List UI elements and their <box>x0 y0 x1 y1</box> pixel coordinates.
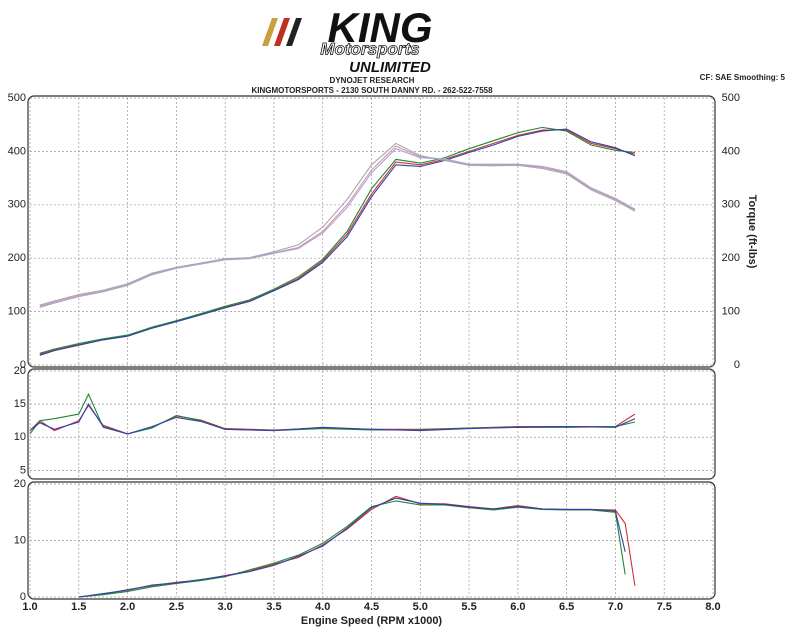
x-tick-label: 2.5 <box>169 601 184 613</box>
x-tick-label: 4.0 <box>315 601 330 613</box>
settings: CF: SAE Smoothing: 5 <box>700 73 786 82</box>
panel-frame <box>27 368 716 480</box>
run-line <box>39 145 636 307</box>
y-tick-label: 5 <box>20 464 26 476</box>
panel-frame <box>27 95 716 368</box>
run-line <box>78 500 626 598</box>
y-tick-label: 20 <box>14 478 26 490</box>
panel-frame <box>27 481 716 600</box>
y-tick-label: 200 <box>8 252 26 264</box>
run-line <box>39 126 635 354</box>
run-line <box>39 148 636 308</box>
x-tick-label: 5.5 <box>461 601 476 613</box>
x-tick-label: 6.5 <box>559 601 574 613</box>
run-line <box>39 128 636 356</box>
x-tick-label: 7.5 <box>657 601 672 613</box>
logo-script: Motorsports <box>320 39 419 58</box>
y-tick-label: 10 <box>14 534 26 546</box>
logo: KING Motorsports UNLIMITED <box>262 4 433 76</box>
y2-tick-label: 500 <box>722 92 740 104</box>
logo-text: KING <box>328 4 433 51</box>
y-tick-label: 500 <box>8 92 26 104</box>
run-line <box>78 495 636 598</box>
run-line <box>39 142 636 306</box>
y2-tick-label: 200 <box>722 252 740 264</box>
y2-tick-label: 300 <box>722 199 740 211</box>
y2-tick-label: 400 <box>722 145 740 157</box>
x-tick-label: 2.0 <box>120 601 135 613</box>
y2-tick-label: 0 <box>734 359 740 371</box>
y-tick-label: 100 <box>8 306 26 318</box>
x-tick-label: 7.0 <box>608 601 623 613</box>
y2-axis-label: Torque (ft-lbs) <box>746 195 758 269</box>
x-tick-label: 4.5 <box>364 601 379 613</box>
address: KINGMOTORSPORTS - 2130 SOUTH DANNY RD. -… <box>251 86 493 95</box>
x-tick-label: 3.5 <box>266 601 281 613</box>
x-axis-label: Engine Speed (RPM x1000) <box>301 615 443 627</box>
company: DYNOJET RESEARCH <box>330 76 415 85</box>
logo-sub: UNLIMITED <box>349 59 431 76</box>
x-tick-label: 5.0 <box>413 601 428 613</box>
y-tick-label: 300 <box>8 199 26 211</box>
y-tick-label: 15 <box>14 398 26 410</box>
y-tick-label: 0 <box>20 359 26 371</box>
y-tick-label: 20 <box>14 365 26 377</box>
run-line <box>29 404 636 435</box>
x-tick-label: 8.0 <box>705 601 720 613</box>
y2-tick-label: 100 <box>722 306 740 318</box>
x-tick-label: 6.0 <box>510 601 525 613</box>
x-tick-label: 1.5 <box>71 601 86 613</box>
y-tick-label: 400 <box>8 145 26 157</box>
y-tick-label: 10 <box>14 431 26 443</box>
x-tick-label: 1.0 <box>22 601 37 613</box>
run-line <box>29 403 636 435</box>
x-tick-label: 3.0 <box>217 601 232 613</box>
run-line <box>78 497 626 598</box>
y-tick-label: 0 <box>20 591 26 603</box>
